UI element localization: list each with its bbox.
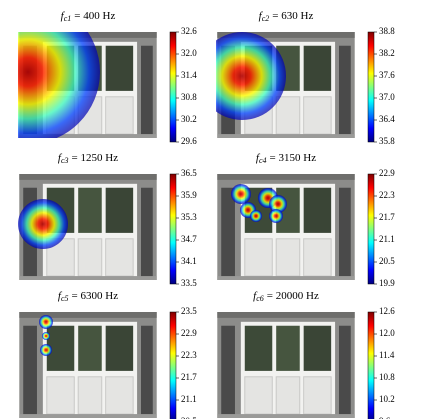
- colorbar-tick-label: 32.0: [181, 48, 197, 58]
- colorbar-tick-label: 35.8: [379, 136, 395, 146]
- heat-overlay: [18, 32, 100, 138]
- colorbar-tick-label: 10.8: [379, 372, 395, 382]
- panel: fc3 = 1250 Hz 33.5 34.1 34.7 35.3 35.9 36.5: [18, 152, 197, 288]
- colorbar-tick-label: 10.2: [379, 394, 395, 404]
- title-sub: c2: [262, 14, 270, 23]
- colorbar-tick-label: 30.2: [181, 114, 197, 124]
- colorbar: [367, 173, 375, 285]
- colorbar: [367, 31, 375, 143]
- colorbar-tick-label: 22.3: [181, 350, 197, 360]
- panel-title: fc6 = 20000 Hz: [253, 290, 319, 303]
- title-sub: c6: [256, 294, 264, 303]
- colorbar-tick-label: 32.6: [181, 26, 197, 36]
- title-var: f: [256, 152, 261, 164]
- colorbar-tick-label: 12.0: [379, 328, 395, 338]
- colorbar: [169, 173, 177, 285]
- colorbar-tick-label: 20.5: [379, 256, 395, 266]
- photo: [216, 312, 356, 418]
- heat-spot: [269, 195, 287, 213]
- heat-spot: [18, 32, 100, 138]
- colorbar-tick-label: 22.9: [181, 328, 197, 338]
- title-sub: c4: [259, 156, 267, 165]
- title-var: f: [61, 10, 66, 22]
- heat-overlay: [231, 184, 287, 223]
- colorbar-tick-label: 22.9: [379, 168, 395, 178]
- panel-title: fc5 = 6300 Hz: [58, 290, 118, 303]
- colorbar-tick-label: 30.8: [181, 92, 197, 102]
- panel: fc6= 20000 Hz 9.6 10.2 10.8 11.4 12.0 12.6: [216, 290, 395, 419]
- heat-spot: [231, 184, 251, 204]
- heat-overlay: [39, 315, 53, 356]
- panel-title: fc3 = 1250 Hz: [58, 152, 118, 165]
- title-rest: = 1250 Hz: [72, 152, 119, 164]
- title-rest: = 3150 Hz: [270, 152, 317, 164]
- title-sub: c1: [64, 14, 72, 23]
- colorbar-tick-label: 20.5: [181, 416, 197, 419]
- colorbar-tick-label: 36.5: [181, 168, 197, 178]
- colorbar-tick-label: 38.2: [379, 48, 395, 58]
- colorbar-tick-label: 21.7: [181, 372, 197, 382]
- colorbar-tick-label: 34.7: [181, 234, 197, 244]
- heat-spot: [269, 209, 283, 223]
- heat-spot: [42, 332, 50, 340]
- heat-spot: [216, 32, 286, 120]
- colorbar-tick-label: 21.7: [379, 212, 395, 222]
- panel-title: fc4 = 3150 Hz: [256, 152, 316, 165]
- panel: fc5= 6300 Hz 20.5 21.1 21.7 22.3 22.9 23.5: [18, 290, 197, 419]
- heat-spot: [40, 344, 52, 356]
- title-var: f: [253, 290, 258, 302]
- title-var: f: [259, 10, 264, 22]
- title-rest: = 630 Hz: [272, 10, 313, 22]
- colorbar-tick-label: 21.1: [181, 394, 197, 404]
- title-rest: = 400 Hz: [74, 10, 115, 22]
- title-var: f: [58, 152, 63, 164]
- heat-spot: [250, 210, 262, 222]
- heat-spot: [18, 199, 68, 249]
- colorbar-tick-label: 22.3: [379, 190, 395, 200]
- heat-overlay: [18, 199, 68, 249]
- colorbar-tick-label: 11.4: [379, 350, 395, 360]
- colorbar: [169, 311, 177, 419]
- colorbar-tick-label: 23.5: [181, 306, 197, 316]
- colorbar-tick-label: 35.9: [181, 190, 197, 200]
- title-rest: = 6300 Hz: [72, 290, 119, 302]
- title-var: f: [58, 290, 63, 302]
- colorbar-tick-label: 38.8: [379, 26, 395, 36]
- colorbar-tick-label: 35.3: [181, 212, 197, 222]
- colorbar-tick-label: 12.6: [379, 306, 395, 316]
- heat-overlay: [216, 32, 286, 120]
- colorbar-tick-label: 37.0: [379, 92, 395, 102]
- colorbar-tick-label: 33.5: [181, 278, 197, 288]
- colorbar-tick-label: 36.4: [379, 114, 395, 124]
- colorbar-tick-label: 9.6: [379, 416, 391, 419]
- panel: fc2 = 630 Hz 35.8 36.4 37.0 37.6 38.2 38.8: [216, 10, 395, 146]
- colorbar-tick-label: 21.1: [379, 234, 395, 244]
- colorbar-tick-label: 37.6: [379, 70, 395, 80]
- title-sub: c3: [61, 156, 69, 165]
- colorbar-tick-label: 19.9: [379, 278, 395, 288]
- colorbar: [169, 31, 177, 143]
- panel: fc4 = 3150 Hz 19.9 20.5 21.1 21.7 22.3 22.9: [216, 152, 395, 288]
- heat-spot: [39, 315, 53, 329]
- colorbar-tick-label: 31.4: [181, 70, 197, 80]
- title-sub: c5: [61, 294, 69, 303]
- photo: [18, 312, 158, 418]
- colorbar: [367, 311, 375, 419]
- colorbar-tick-label: 29.6: [181, 136, 197, 146]
- panel: fc1 = 400 Hz 29.6 30.2 30.8 31.4 32.0 32.6: [18, 10, 197, 146]
- colorbar-tick-label: 34.1: [181, 256, 197, 266]
- panel-title: fc1 = 400 Hz: [61, 10, 116, 23]
- title-rest: = 20000 Hz: [267, 290, 319, 302]
- panel-title: fc2 = 630 Hz: [259, 10, 314, 23]
